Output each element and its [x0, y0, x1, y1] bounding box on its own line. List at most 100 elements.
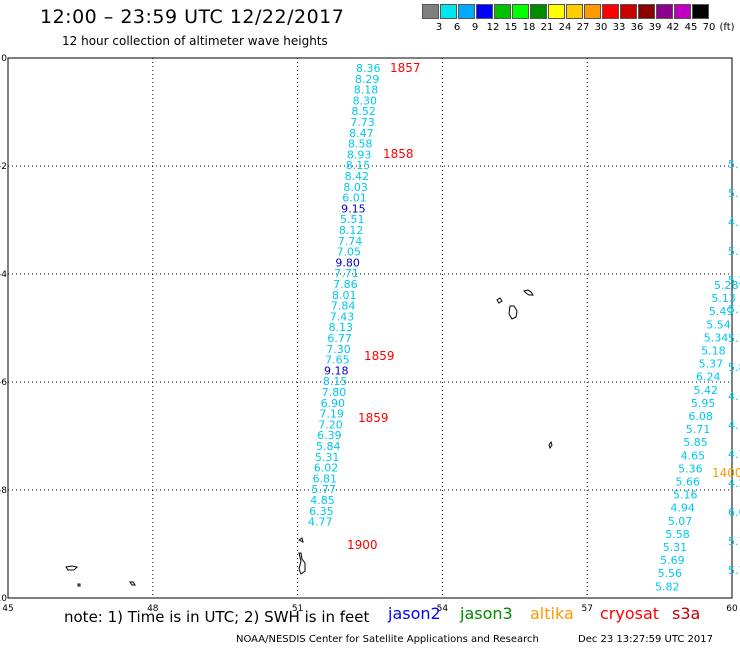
wave-height-value-left: 8.93	[347, 148, 372, 161]
wave-height-value-left: 8.30	[353, 94, 378, 107]
wave-height-value-right: 5.07	[668, 515, 693, 528]
legend-swatch	[458, 4, 475, 19]
pass-time-label: 1857	[390, 61, 421, 75]
y-tick-label: -6	[0, 378, 7, 388]
wave-height-value-left: 6.77	[327, 332, 352, 345]
legend-swatch	[476, 4, 493, 19]
island-outline	[65, 565, 79, 571]
wave-height-value-right: 5.49	[709, 305, 734, 318]
x-tick-label: 51	[292, 604, 303, 614]
wave-height-value-right: 5.95	[691, 397, 716, 410]
legend-swatch	[674, 4, 691, 19]
legend-label: 12	[486, 22, 500, 33]
wave-height-value-edge: 5.2	[728, 274, 740, 287]
wave-height-value-left: 8.15	[346, 159, 371, 172]
wave-height-value-right: 6.24	[696, 371, 721, 384]
wave-height-value-right: 6.08	[688, 410, 713, 423]
wave-height-value-edge: 6.04	[728, 506, 740, 519]
satellite-label-jason2: jason2	[388, 604, 441, 623]
pass-time-label: 1858	[383, 147, 414, 161]
wave-height-value-edge: 4.	[728, 390, 739, 403]
wave-height-value-left: 8.47	[349, 127, 374, 140]
wave-height-value-left: 5.31	[315, 451, 340, 464]
wave-height-value-left: 6.02	[314, 462, 339, 475]
legend-label: 9	[471, 22, 479, 33]
legend-label: 18	[522, 22, 536, 33]
footer-credit: NOAA/NESDIS Center for Satellite Applica…	[236, 634, 539, 645]
units-note: note: 1) Time is in UTC; 2) SWH is in fe…	[64, 608, 370, 626]
color-legend: 3 6 9 12 15 18 21 24 27 30 33 36 39 42 45 70 (ft)	[422, 4, 735, 36]
wave-height-value-left: 7.71	[334, 267, 359, 280]
wave-height-value-edge: 4.2	[728, 477, 740, 490]
legend-swatch	[602, 4, 619, 19]
legend-swatch	[422, 4, 439, 19]
y-tick-label: 0	[1, 54, 7, 64]
wave-height-value-left: 8.42	[345, 170, 370, 183]
y-tick-label: -4	[0, 270, 7, 280]
legend-label: (ft)	[719, 22, 735, 33]
legend-swatch	[512, 4, 529, 19]
legend-swatch	[548, 4, 565, 19]
footer-timestamp: Dec 23 13:27:59 UTC 2017	[578, 634, 713, 645]
y-tick-label: -2	[0, 162, 7, 172]
wave-height-value-edge: 5.72	[728, 564, 740, 577]
satellite-label-s3a: s3a	[672, 604, 701, 623]
legend-label: 21	[540, 22, 554, 33]
wave-height-value-right: 5.54	[706, 318, 731, 331]
wave-height-value-left: 8.29	[355, 73, 380, 86]
altika-time-label: 1400	[712, 466, 740, 480]
legend-swatch	[692, 4, 709, 19]
wave-height-value-edge: 4.	[728, 216, 739, 229]
wave-height-value-right: 4.94	[670, 502, 695, 515]
wave-height-value-right: 5.13	[711, 292, 736, 305]
legend-swatch	[620, 4, 637, 19]
wave-height-value-edge: 4.	[728, 419, 739, 432]
wave-height-value-left: 9.80	[335, 256, 360, 269]
legend-label: 39	[648, 22, 662, 33]
wave-height-value-edge: 5.	[728, 158, 739, 171]
island-outline	[523, 289, 534, 296]
legend-label: 24	[558, 22, 572, 33]
wave-height-value-edge: 4.7	[728, 448, 740, 461]
wave-height-value-left: 9.15	[341, 202, 366, 215]
wave-height-value-right: 5.42	[693, 384, 718, 397]
wave-height-value-left: 5.77	[311, 483, 336, 496]
legend-swatch	[566, 4, 583, 19]
wave-height-value-left: 7.05	[337, 246, 362, 259]
wave-height-value-left: 7.73	[350, 116, 375, 129]
wave-height-value-right: 5.31	[663, 541, 688, 554]
wave-height-value-left: 4.77	[308, 516, 333, 529]
wave-height-value-left: 7.86	[333, 278, 358, 291]
wave-height-value-left: 8.15	[323, 375, 348, 388]
legend-label: 30	[594, 22, 608, 33]
legend-swatch	[530, 4, 547, 19]
wave-height-value-right: 5.69	[660, 554, 685, 567]
wave-height-value-right: 5.36	[678, 462, 703, 475]
island-outline	[129, 581, 136, 586]
legend-label: 33	[612, 22, 626, 33]
wave-height-value-right: 5.37	[699, 358, 724, 371]
wave-height-value-left: 7.80	[322, 386, 347, 399]
x-tick-label: 48	[147, 604, 159, 614]
wave-height-value-left: 8.52	[351, 105, 376, 118]
island-outline	[496, 297, 503, 304]
wave-height-value-right: 5.85	[683, 436, 708, 449]
legend-label: 36	[630, 22, 644, 33]
wave-height-value-left: 6.35	[309, 505, 334, 518]
satellite-label-altika: altika	[530, 604, 574, 623]
legend-label: 27	[576, 22, 590, 33]
wave-height-value-left: 9.18	[324, 364, 349, 377]
wave-height-value-left: 6.81	[313, 472, 338, 485]
satellite-label-jason3: jason3	[460, 604, 513, 623]
island-outline	[548, 440, 553, 450]
legend-swatch	[584, 4, 601, 19]
pass-time-label: 1859	[358, 411, 389, 425]
wave-height-value-left: 7.84	[331, 300, 356, 313]
y-tick-label: -8	[0, 486, 7, 496]
island-outline	[77, 583, 81, 587]
wave-height-value-left: 4.85	[310, 494, 335, 507]
wave-height-value-right: 4.65	[681, 449, 706, 462]
island-outline	[298, 537, 304, 543]
wave-height-value-right: 5.56	[658, 567, 683, 580]
